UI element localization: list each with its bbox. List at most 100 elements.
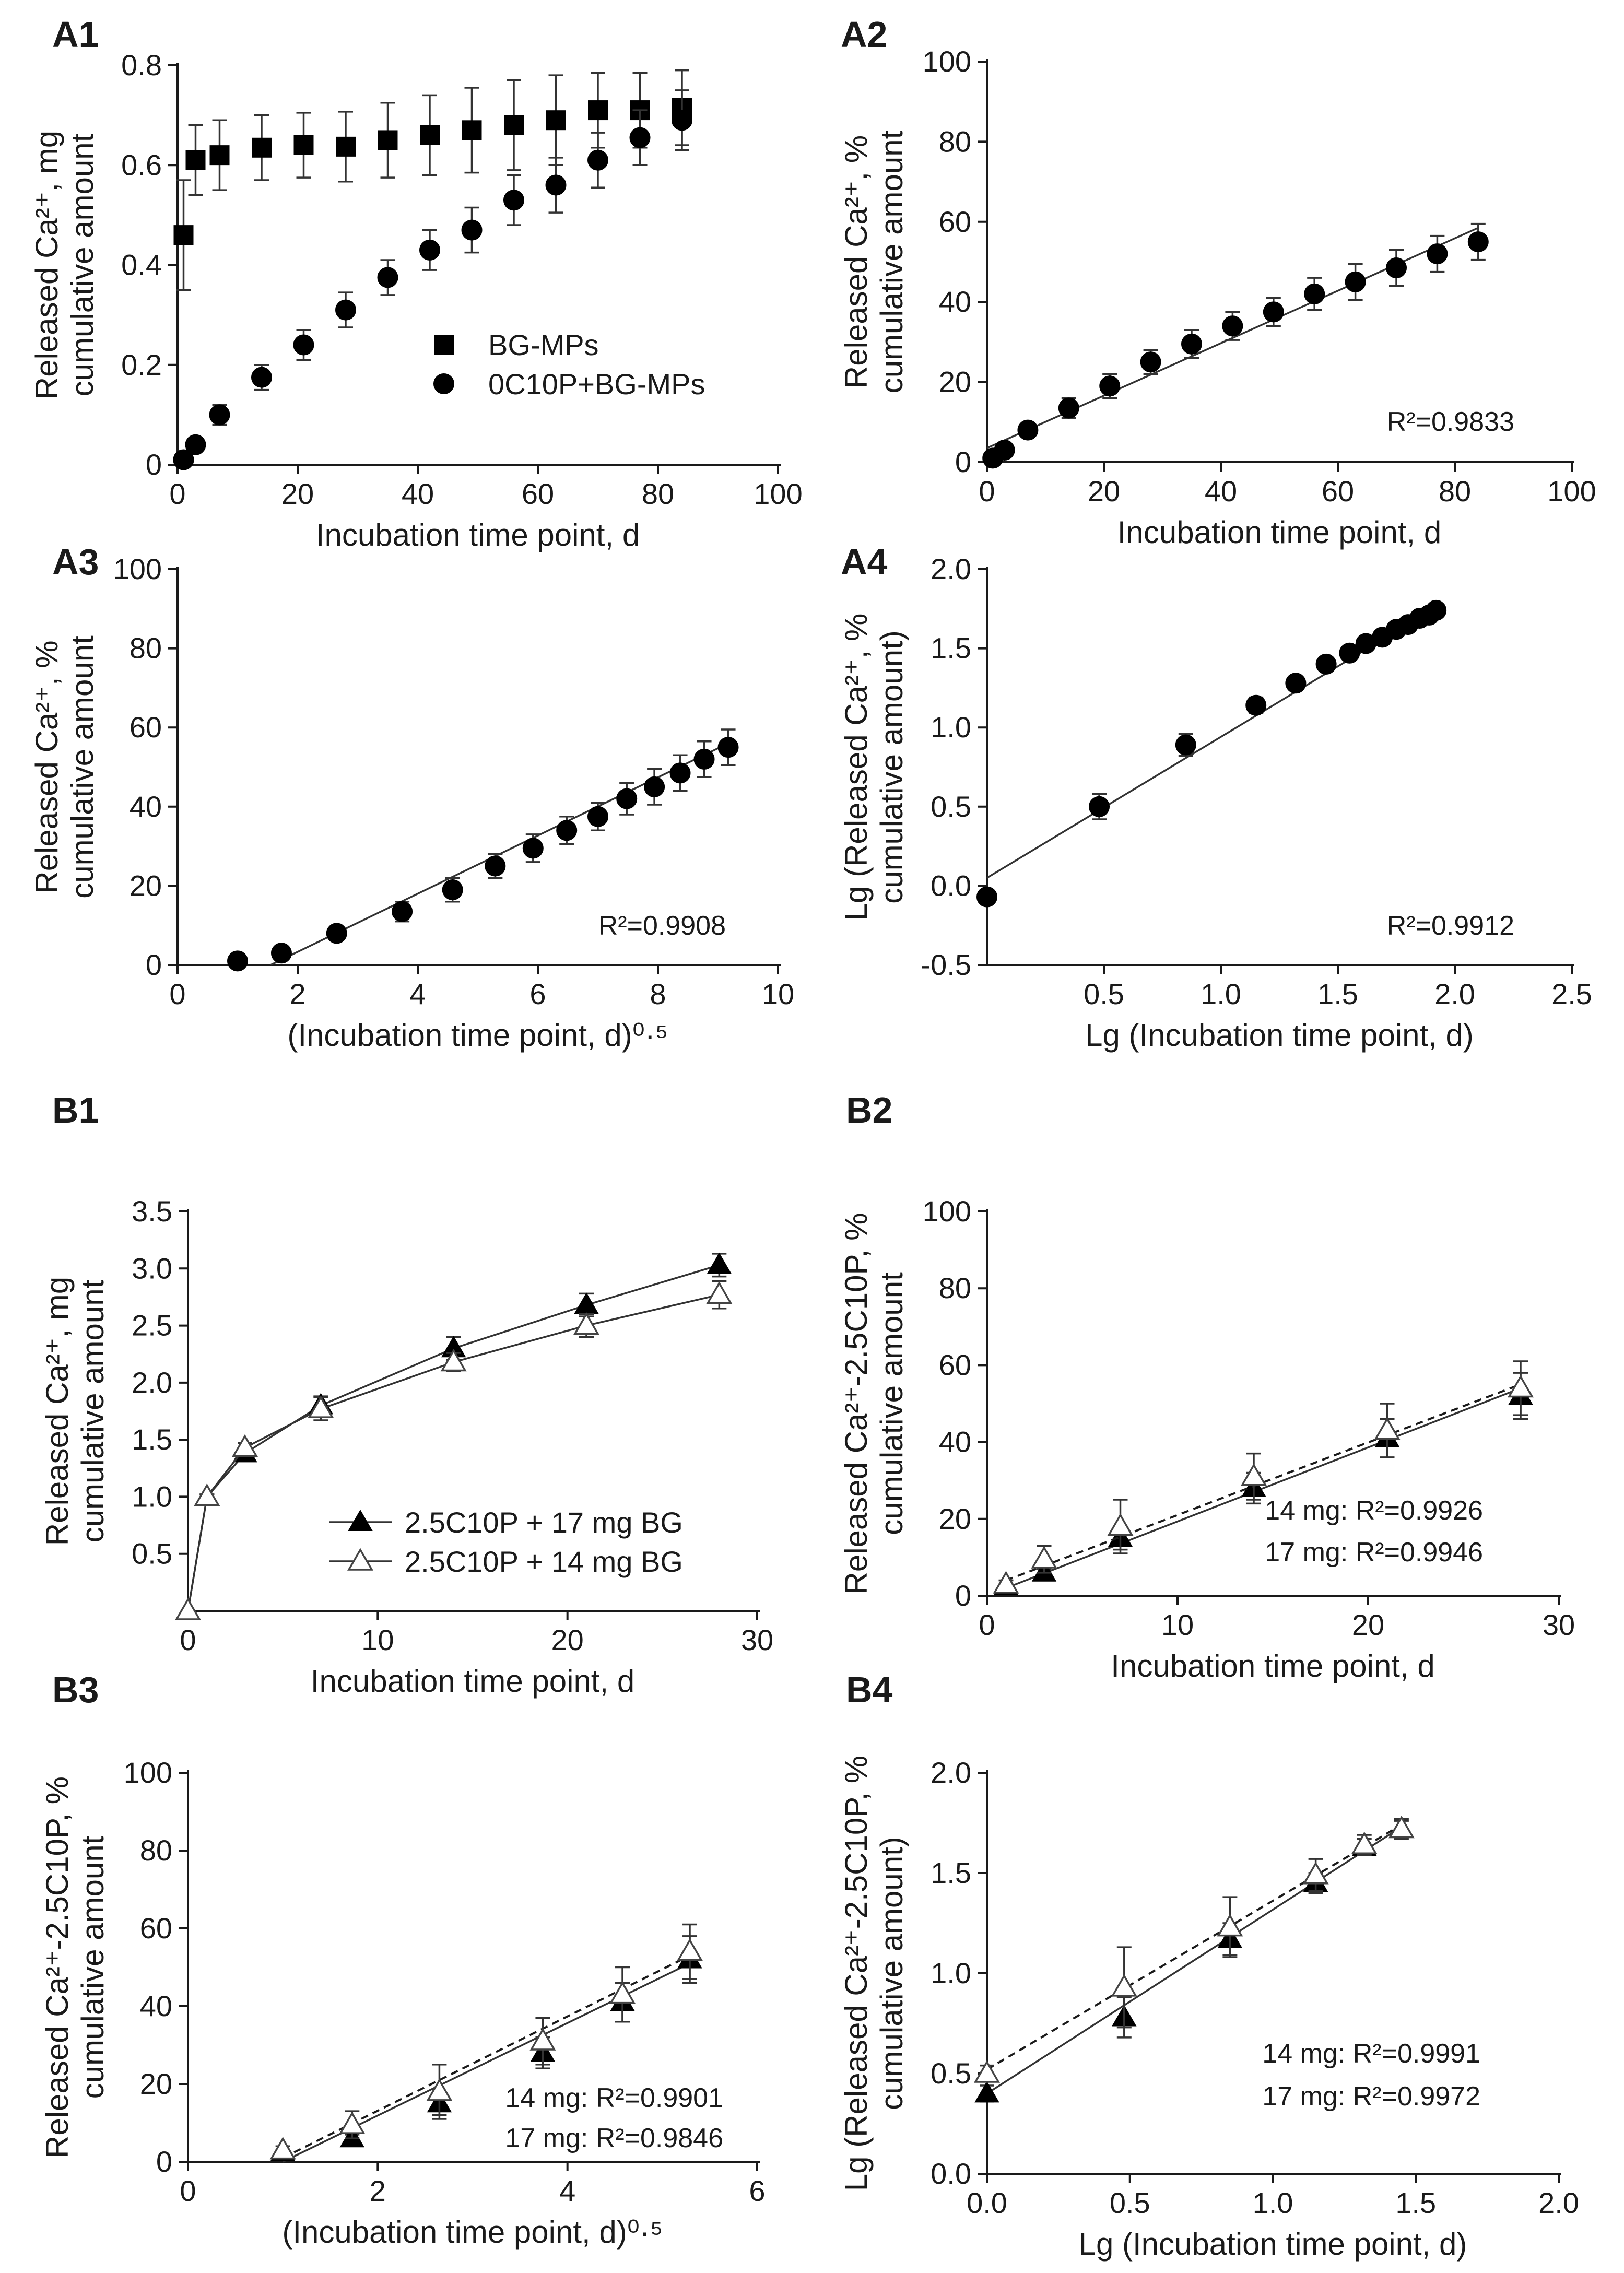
x-tick-label: 10 bbox=[762, 977, 794, 1010]
y-tick-label: 60 bbox=[939, 1348, 971, 1381]
y-axis-title-line: Released Ca²⁺, mg bbox=[29, 131, 64, 399]
y-tick-label: 1.5 bbox=[132, 1423, 172, 1456]
legend-label: 0C10P+BG-MPs bbox=[488, 368, 705, 401]
panel-label: A3 bbox=[52, 541, 99, 582]
y-tick-label: 0.8 bbox=[121, 49, 162, 81]
y-tick-label: 0.5 bbox=[931, 2057, 971, 2090]
x-tick-label: 0 bbox=[180, 2174, 196, 2207]
fit-line bbox=[1005, 1383, 1521, 1582]
data-point bbox=[252, 137, 272, 158]
x-tick-label: 6 bbox=[749, 2174, 765, 2207]
data-point bbox=[588, 100, 608, 121]
data-point bbox=[1217, 1914, 1243, 1937]
data-point bbox=[1315, 653, 1337, 675]
data-point bbox=[1302, 1862, 1329, 1885]
data-point bbox=[308, 1395, 334, 1418]
data-point bbox=[1031, 1546, 1057, 1569]
y-axis-title-line: Lg (Released Ca²⁺-2.5C10P, % bbox=[839, 1756, 874, 2191]
y-tick-label: 40 bbox=[939, 1426, 971, 1458]
x-axis-title: Incubation time point, d bbox=[311, 1664, 634, 1699]
data-point bbox=[529, 2028, 556, 2051]
y-tick-label: 60 bbox=[140, 1912, 172, 1945]
x-tick-label: 2.0 bbox=[1434, 977, 1475, 1010]
y-tick-label: 80 bbox=[140, 1834, 172, 1867]
y-tick-label: 1.0 bbox=[132, 1480, 172, 1513]
y-tick-label: 60 bbox=[130, 711, 162, 744]
data-point bbox=[270, 943, 292, 964]
data-point bbox=[420, 125, 440, 145]
chart-panel-b1: B1 0 10 20 30 0.5 1.0 1.5 2.0 2.5 3.0 3.5 Incubation… bbox=[40, 1090, 773, 1699]
data-point bbox=[1181, 333, 1202, 355]
data-point bbox=[976, 886, 997, 908]
panel-label: A2 bbox=[841, 14, 887, 55]
x-axis-title: Incubation time point, d bbox=[1117, 515, 1441, 550]
data-point bbox=[1240, 1463, 1267, 1486]
legend-marker bbox=[434, 335, 454, 355]
y-tick-label: 3.5 bbox=[132, 1195, 172, 1228]
y-tick-label: 40 bbox=[130, 790, 162, 823]
x-tick-label: 0.5 bbox=[1110, 2186, 1150, 2219]
y-axis-title: Released Ca²⁺, %cumulative amount bbox=[839, 130, 909, 393]
data-point bbox=[545, 174, 567, 196]
y-axis-title-line: cumulative amount bbox=[874, 130, 909, 393]
legend-marker bbox=[347, 1548, 374, 1571]
x-tick-label: 30 bbox=[1543, 1608, 1575, 1641]
x-tick-label: 0 bbox=[979, 475, 995, 508]
x-tick-label: 1.0 bbox=[1253, 2186, 1293, 2219]
data-point bbox=[377, 267, 398, 288]
y-tick-label: 100 bbox=[923, 1195, 971, 1228]
y-axis-title-line: Released Ca²⁺-2.5C10P, % bbox=[839, 1213, 874, 1595]
y-tick-label: 0 bbox=[156, 2145, 172, 2178]
data-point bbox=[1111, 1974, 1137, 1997]
data-point bbox=[227, 950, 248, 972]
x-axis-title: Lg (Incubation time point, d) bbox=[1085, 1018, 1474, 1053]
data-point bbox=[669, 762, 691, 784]
r-squared-annotation: 17 mg: R²=0.9846 bbox=[505, 2123, 723, 2153]
data-point bbox=[522, 838, 544, 859]
r-squared-annotation: R²=0.9833 bbox=[1387, 407, 1514, 437]
data-point bbox=[1140, 351, 1161, 373]
chart-panel-a4: A4 0.5 1.0 1.5 2.0 2.5 -0.5 0.0 0.5 1.0 1.5 2.0 Lg (… bbox=[839, 541, 1592, 1053]
data-point bbox=[1345, 271, 1366, 292]
r-squared-annotation: 14 mg: R²=0.9926 bbox=[1265, 1495, 1483, 1526]
y-axis-title: Released Ca²⁺, %cumulative amount bbox=[29, 635, 100, 899]
data-point bbox=[1017, 419, 1039, 441]
panel-label: B3 bbox=[52, 1669, 99, 1710]
data-point bbox=[587, 806, 608, 827]
x-tick-label: 100 bbox=[754, 477, 802, 510]
x-tick-label: 80 bbox=[642, 477, 674, 510]
data-point bbox=[693, 748, 715, 770]
data-point bbox=[1388, 1815, 1415, 1839]
y-axis-title: Released Ca²⁺, mgcumulative amount bbox=[29, 131, 100, 399]
data-point bbox=[973, 2060, 1001, 2083]
x-tick-label: 0.0 bbox=[967, 2186, 1007, 2219]
x-tick-label: 2 bbox=[289, 977, 305, 1010]
series-1 bbox=[173, 89, 692, 470]
series-1 bbox=[993, 1360, 1534, 1594]
data-point bbox=[440, 1348, 467, 1372]
x-tick-label: 60 bbox=[1322, 475, 1354, 508]
panel-label: B1 bbox=[52, 1090, 99, 1130]
y-tick-label: 80 bbox=[939, 1271, 971, 1304]
data-point bbox=[1426, 599, 1447, 621]
y-tick-label: 1.5 bbox=[931, 1856, 971, 1889]
legend-label: 2.5C10P + 14 mg BG bbox=[405, 1545, 683, 1578]
y-tick-label: 20 bbox=[939, 366, 971, 398]
data-point bbox=[442, 879, 463, 900]
y-tick-label: 20 bbox=[939, 1502, 971, 1535]
x-tick-label: 0 bbox=[180, 1623, 196, 1656]
data-point bbox=[616, 788, 638, 809]
data-point bbox=[378, 130, 398, 150]
chart-panel-b4: B4 0.0 0.5 1.0 1.5 2.0 0.0 0.5 1.0 1.5 2.0 Lg (Incu… bbox=[839, 1669, 1579, 2262]
data-point bbox=[173, 225, 194, 245]
data-point bbox=[485, 855, 506, 877]
legend-marker bbox=[433, 373, 454, 394]
y-tick-label: 20 bbox=[140, 2067, 172, 2100]
y-tick-label: 40 bbox=[140, 1989, 172, 2022]
y-tick-label: 100 bbox=[124, 1756, 172, 1789]
x-tick-label: 30 bbox=[741, 1623, 773, 1656]
x-axis-title: (Incubation time point, d)⁰·⁵ bbox=[287, 1018, 668, 1053]
data-point bbox=[209, 145, 230, 166]
chart-panel-a2: A2 0 20 40 60 80 100 0 20 40 60 80 100 Incubation tim… bbox=[839, 14, 1596, 550]
